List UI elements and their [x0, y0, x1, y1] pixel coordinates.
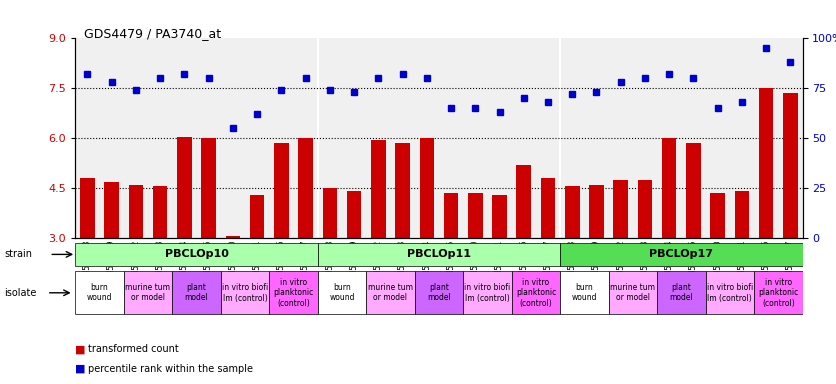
- FancyBboxPatch shape: [75, 243, 318, 266]
- Bar: [614, 180, 628, 338]
- Bar: [517, 165, 531, 338]
- Text: plant
model: plant model: [185, 283, 208, 303]
- Bar: [153, 187, 167, 338]
- FancyBboxPatch shape: [609, 271, 657, 314]
- Bar: [298, 138, 313, 338]
- Bar: [129, 185, 143, 338]
- FancyBboxPatch shape: [657, 271, 706, 314]
- Bar: [492, 195, 507, 338]
- Text: burn
wound: burn wound: [329, 283, 354, 303]
- Bar: [177, 137, 191, 338]
- Bar: [735, 192, 749, 338]
- Text: strain: strain: [4, 249, 32, 259]
- Bar: [250, 195, 264, 338]
- Text: murine tum
or model: murine tum or model: [368, 283, 413, 303]
- Bar: [104, 182, 119, 338]
- Text: in vitro biofi
lm (control): in vitro biofi lm (control): [222, 283, 268, 303]
- Text: isolate: isolate: [4, 288, 37, 298]
- FancyBboxPatch shape: [560, 271, 609, 314]
- Bar: [226, 237, 240, 338]
- FancyBboxPatch shape: [560, 243, 803, 266]
- Text: burn
wound: burn wound: [572, 283, 597, 303]
- Text: plant
model: plant model: [670, 283, 693, 303]
- Bar: [395, 143, 410, 338]
- Bar: [783, 93, 798, 338]
- FancyBboxPatch shape: [366, 271, 415, 314]
- FancyBboxPatch shape: [318, 243, 560, 266]
- Bar: [759, 88, 773, 338]
- FancyBboxPatch shape: [415, 271, 463, 314]
- Text: in vitro biofi
lm (control): in vitro biofi lm (control): [464, 283, 511, 303]
- Bar: [662, 138, 676, 338]
- Text: percentile rank within the sample: percentile rank within the sample: [88, 364, 252, 374]
- Bar: [323, 188, 337, 338]
- FancyBboxPatch shape: [754, 271, 803, 314]
- Bar: [201, 138, 216, 338]
- Text: PBCLOp10: PBCLOp10: [165, 249, 228, 260]
- FancyBboxPatch shape: [172, 271, 221, 314]
- Bar: [274, 143, 288, 338]
- FancyBboxPatch shape: [124, 271, 172, 314]
- Bar: [444, 193, 458, 338]
- Text: PBCLOp17: PBCLOp17: [650, 249, 713, 260]
- Text: PBCLOp11: PBCLOp11: [407, 249, 471, 260]
- Text: ■: ■: [75, 344, 86, 354]
- Text: GDS4479 / PA3740_at: GDS4479 / PA3740_at: [84, 27, 221, 40]
- Bar: [565, 187, 579, 338]
- Bar: [347, 192, 361, 338]
- FancyBboxPatch shape: [75, 271, 124, 314]
- Text: transformed count: transformed count: [88, 344, 179, 354]
- Text: ■: ■: [75, 364, 86, 374]
- Bar: [589, 185, 604, 338]
- Bar: [686, 143, 701, 338]
- Bar: [371, 140, 385, 338]
- Bar: [541, 178, 555, 338]
- FancyBboxPatch shape: [706, 271, 754, 314]
- Bar: [638, 180, 652, 338]
- FancyBboxPatch shape: [512, 271, 560, 314]
- FancyBboxPatch shape: [318, 271, 366, 314]
- FancyBboxPatch shape: [463, 271, 512, 314]
- Bar: [468, 193, 482, 338]
- Bar: [80, 178, 94, 338]
- Text: burn
wound: burn wound: [87, 283, 112, 303]
- Bar: [420, 138, 434, 338]
- Text: in vitro
planktonic
(control): in vitro planktonic (control): [516, 278, 556, 308]
- FancyBboxPatch shape: [269, 271, 318, 314]
- Text: in vitro
planktonic
(control): in vitro planktonic (control): [758, 278, 798, 308]
- Bar: [711, 193, 725, 338]
- Text: in vitro biofi
lm (control): in vitro biofi lm (control): [706, 283, 753, 303]
- FancyBboxPatch shape: [221, 271, 269, 314]
- Text: murine tum
or model: murine tum or model: [125, 283, 171, 303]
- Text: murine tum
or model: murine tum or model: [610, 283, 655, 303]
- Text: in vitro
planktonic
(control): in vitro planktonic (control): [273, 278, 314, 308]
- Text: plant
model: plant model: [427, 283, 451, 303]
